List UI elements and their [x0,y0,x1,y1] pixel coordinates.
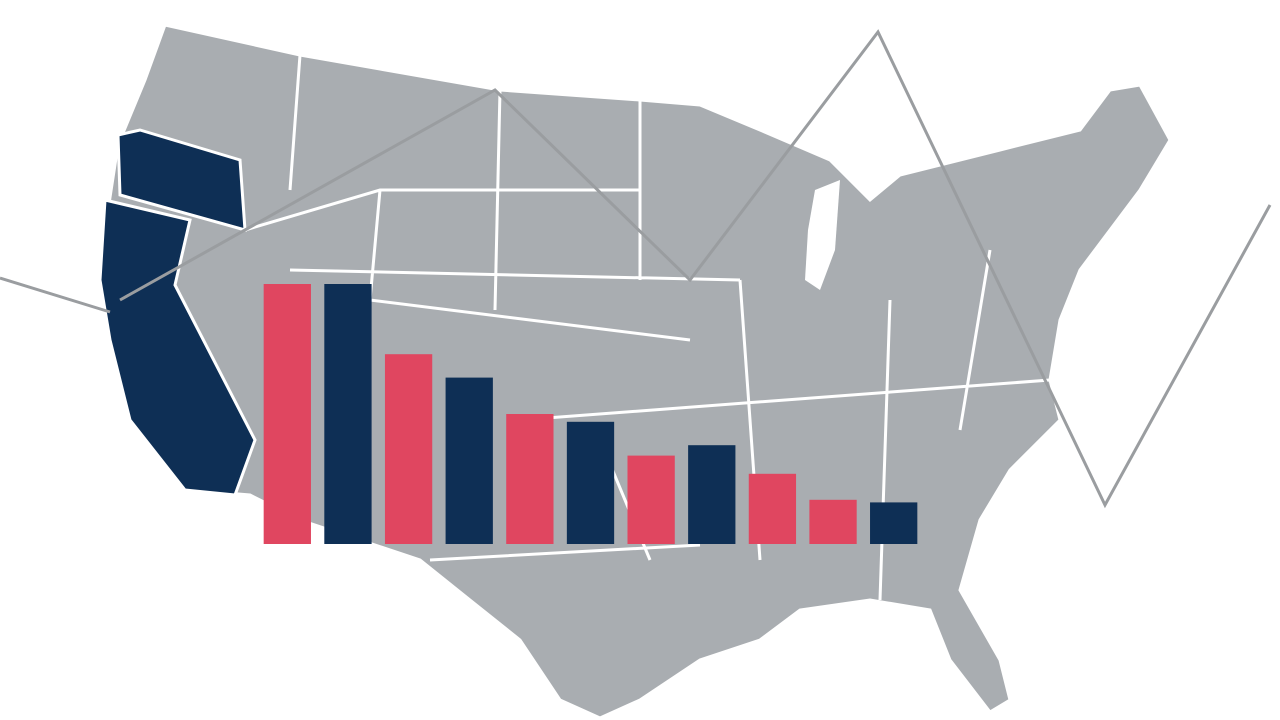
map-land [98,23,1172,720]
bar [506,414,554,544]
bar [627,455,675,544]
state-borders [244,54,1051,601]
oregon [116,128,247,233]
bar [263,284,311,544]
bar [688,445,736,544]
bar [870,502,918,544]
bar [384,354,433,544]
decorative-line [119,29,1272,509]
us-map [98,23,1172,720]
bar [809,499,857,544]
bars [263,284,918,544]
decorative-line [0,276,111,314]
bar [566,421,615,544]
bar [445,377,493,544]
bar [748,473,797,544]
bar [324,284,372,544]
lake-michigan [805,180,840,290]
